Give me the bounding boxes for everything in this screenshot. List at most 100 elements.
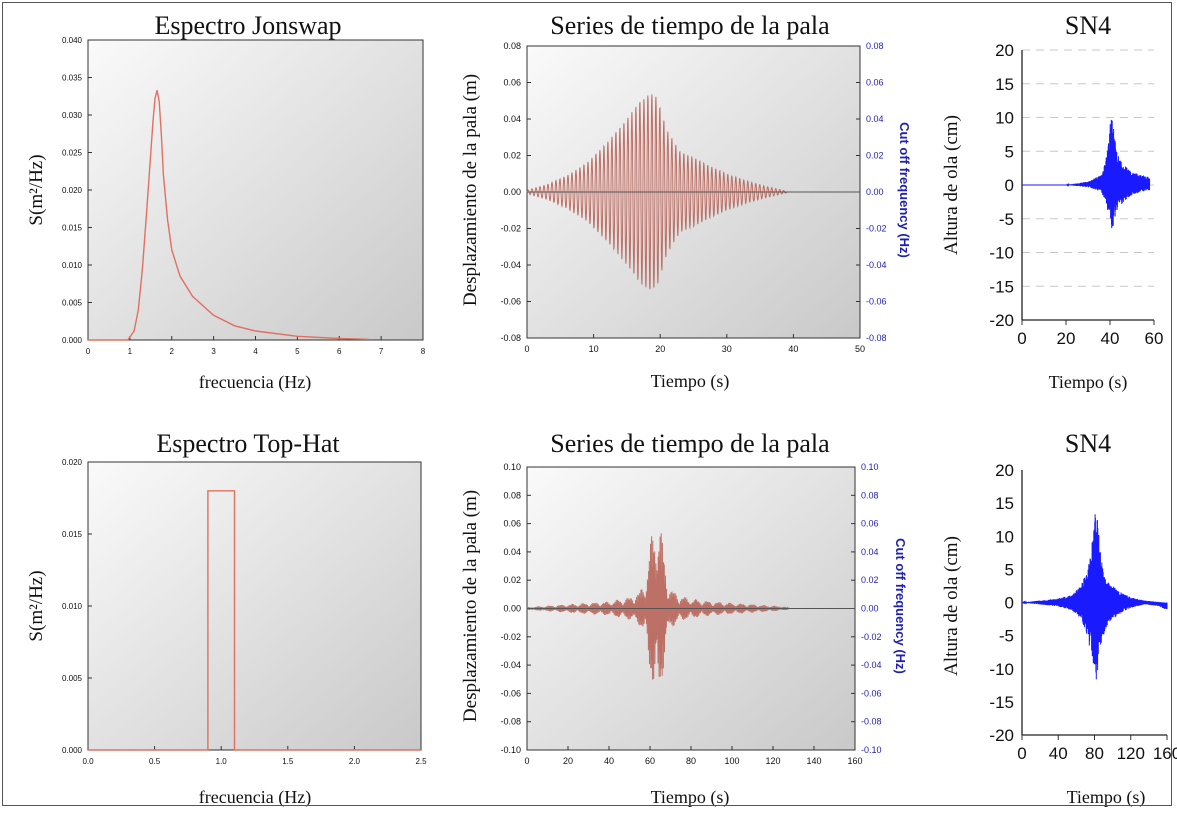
x-tick-label: 160 [847,756,862,766]
y-tick-label: 0.010 [62,261,83,270]
y-tick-label: -5 [999,627,1014,646]
y-right-tick-label: -0.02 [866,224,887,234]
y-tick-label: 0.06 [503,78,521,88]
x-tick-label: 0.5 [149,757,161,766]
y-tick-label: -15 [989,277,1014,296]
y-tick-label: -5 [999,210,1014,229]
x-axis-label: Tiempo (s) [651,371,730,392]
chart-p6: SN4 -20 -15 -10 -5 0 5 10 15 20 0 40 80 120 160 Tiempo … [941,429,1177,808]
x-axis-label: frecuencia (Hz) [199,372,311,393]
y-tick-label: -0.02 [500,224,521,234]
y-tick-label: 0.000 [62,746,83,755]
x-tick-label: 0 [524,344,529,354]
x-tick-label: 0 [1017,744,1026,763]
x-tick-label: 160 [1153,744,1177,763]
x-tick-label: 40 [604,756,614,766]
y-axis-label: Desplazamiento de la pala (m) [460,490,481,722]
y-axis-label: S(m²/Hz) [26,570,47,641]
x-tick-label: 0 [524,756,529,766]
x-axis-label: Tiempo (s) [1049,372,1128,393]
y-tick-label: 0.00 [503,187,521,197]
y-tick-label: -0.08 [500,717,521,727]
series-line [88,490,421,751]
y-right-tick-label: 0.06 [866,78,884,88]
y-tick-label: -10 [989,244,1014,263]
y-tick-label: 0.015 [62,530,83,539]
y-tick-label: -0.06 [500,297,521,307]
x-tick-label: 60 [645,756,655,766]
x-axis-label: frecuencia (Hz) [199,787,311,808]
x-tick-label: 6 [337,347,342,356]
y-right-axis-label: Cut off frequency (Hz) [897,122,912,258]
y-tick-label: 0 [1005,594,1014,613]
y-tick-label: 15 [995,75,1014,94]
x-tick-label: 10 [589,344,599,354]
x-tick-label: 0 [1017,329,1026,348]
y-tick-label: 0.02 [503,151,521,161]
y-tick-label: 0.035 [62,74,83,83]
x-tick-label: 1 [128,347,133,356]
x-tick-label: 60 [1145,329,1164,348]
chart-title: Series de tiempo de la pala [550,11,830,40]
y-axis-label: Desplazamiento de la pala (m) [460,74,481,306]
y-axis-label: Altura de ola (cm) [941,115,962,255]
y-right-tick-label: 0.04 [861,547,879,557]
chart-title: Series de tiempo de la pala [550,429,830,458]
wave-height-series [1022,119,1151,229]
chart-title: Espectro Top-Hat [156,429,340,458]
x-tick-label: 100 [724,756,739,766]
x-tick-label: 50 [855,344,865,354]
y-right-tick-label: -0.06 [861,688,882,698]
y-tick-label: -15 [989,693,1014,712]
chart-p4: Espectro Top-Hat0.0000.0050.0100.0150.02… [26,429,427,808]
wave-height-series [1022,514,1168,680]
y-tick-label: -0.04 [500,660,521,670]
y-tick-label: 0.10 [503,462,521,472]
y-tick-label: -20 [989,311,1014,330]
x-tick-label: 5 [295,347,300,356]
y-right-axis-label: Cut off frequency (Hz) [893,538,908,674]
y-tick-label: 20 [995,41,1014,60]
x-tick-label: 20 [1057,329,1076,348]
y-tick-label: 0.000 [62,336,83,345]
y-tick-label: 0.00 [503,604,521,614]
x-tick-label: 80 [686,756,696,766]
x-tick-label: 20 [655,344,665,354]
y-tick-label: -0.10 [500,745,521,755]
y-tick-label: 5 [1005,560,1014,579]
y-tick-label: -0.08 [500,333,521,343]
y-tick-label: 0.005 [62,674,83,683]
y-right-tick-label: -0.08 [861,717,882,727]
y-tick-label: 0.02 [503,575,521,585]
chart-p2: Series de tiempo de la pala -0.08 -0.06 -0.… [460,11,912,392]
y-tick-label: 15 [995,494,1014,513]
y-right-tick-label: 0.00 [861,604,879,614]
y-right-tick-label: -0.08 [866,333,887,343]
y-tick-label: 0 [1005,176,1014,195]
y-tick-label: 0.08 [503,490,521,500]
x-tick-label: 8 [421,347,426,356]
y-right-tick-label: 0.04 [866,114,884,124]
y-right-tick-label: 0.08 [861,490,879,500]
y-tick-label: 0.08 [503,41,521,51]
x-tick-label: 3 [211,347,216,356]
y-tick-label: -0.02 [500,632,521,642]
x-tick-label: 40 [1101,329,1120,348]
x-axis-label: Tiempo (s) [651,787,730,808]
y-tick-label: 20 [995,461,1014,480]
y-right-tick-label: 0.10 [861,462,879,472]
y-tick-label: 0.005 [62,299,83,308]
y-right-tick-label: 0.08 [866,41,884,51]
x-tick-label: 40 [788,344,798,354]
x-tick-label: 0 [86,347,91,356]
x-tick-label: 0.0 [82,757,94,766]
y-tick-label: -0.06 [500,688,521,698]
chart-p1: Espectro Jonswap 0.000 0.005 0.010 0.015 0.02… [26,11,426,393]
y-right-tick-label: 0.00 [866,187,884,197]
x-tick-label: 30 [722,344,732,354]
x-tick-label: 20 [563,756,573,766]
chart-title: SN4 [1065,429,1111,458]
x-tick-label: 2.0 [349,757,361,766]
y-tick-label: 0.020 [62,186,83,195]
